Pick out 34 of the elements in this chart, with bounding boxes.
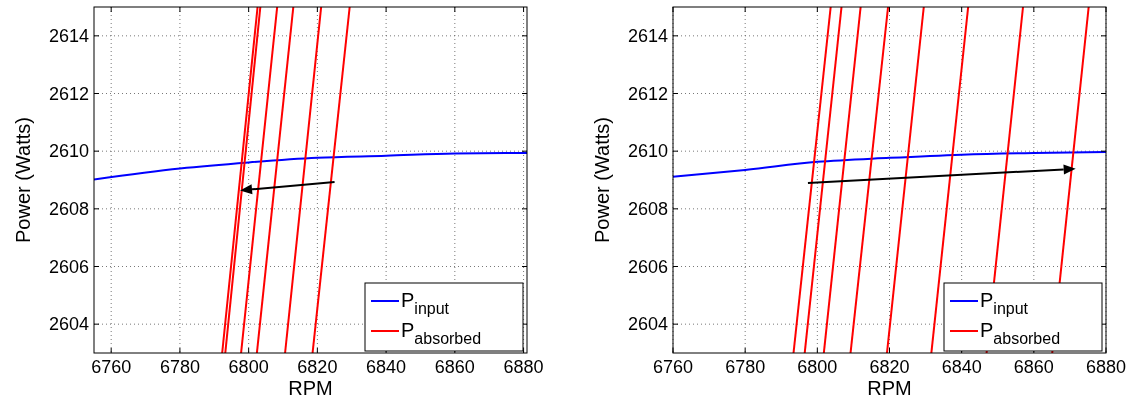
legend-label: P$_{absorbed}$ [401,319,482,348]
y-axis-title: Power (Watts) [591,117,613,243]
x-tick-label: 6860 [434,357,475,377]
y-tick-label: 2612 [627,83,668,104]
x-tick-label: 6840 [941,357,982,377]
x-tick-label: 6820 [869,357,910,377]
y-tick-label: 2608 [48,199,89,220]
legend-label: P$_{absorbed}$ [980,319,1061,348]
x-axis-title: RPM [867,377,912,399]
x-tick-label: 6780 [159,357,200,377]
y-tick-label: 2610 [48,141,89,162]
x-tick-label: 6800 [797,357,838,377]
x-tick-label: 6780 [725,357,766,377]
y-tick-label: 2612 [48,83,89,104]
x-tick-label: 6880 [1085,357,1127,377]
x-tick-label: 6800 [228,357,269,377]
x-tick-label: 6760 [91,357,132,377]
x-tick-label: 6840 [366,357,407,377]
y-tick-label: 2606 [627,256,668,277]
y-tick-label: 2614 [627,26,668,47]
y-tick-label: 2604 [48,314,89,335]
y-tick-label: 2614 [48,26,89,47]
y-tick-label: 2604 [627,314,668,335]
x-tick-label: 6880 [503,357,544,377]
y-tick-label: 2606 [48,256,89,277]
x-axis-title: RPM [288,377,333,399]
x-tick-label: 6860 [1013,357,1054,377]
y-tick-label: 2608 [627,199,668,220]
legend-label: P$_{input}$ [980,289,1029,318]
y-tick-label: 2610 [627,141,668,162]
y-axis-title: Power (Watts) [12,117,34,243]
x-tick-label: 6760 [652,357,694,377]
legend-label: P$_{input}$ [401,289,450,318]
x-tick-label: 6820 [297,357,338,377]
